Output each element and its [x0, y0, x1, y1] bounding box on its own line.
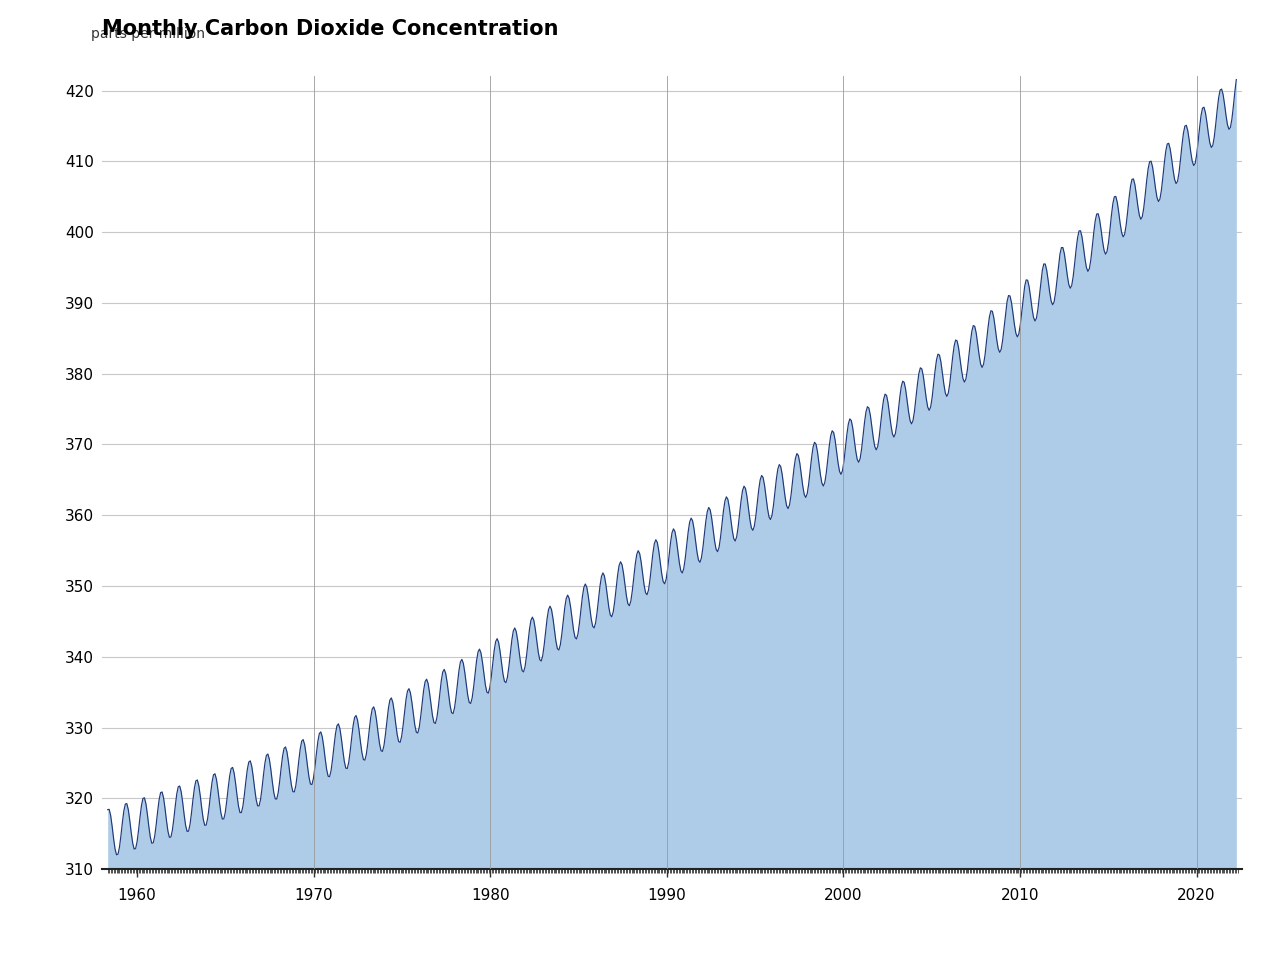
Text: parts per million: parts per million	[91, 27, 205, 41]
Text: Monthly Carbon Dioxide Concentration: Monthly Carbon Dioxide Concentration	[102, 19, 559, 39]
